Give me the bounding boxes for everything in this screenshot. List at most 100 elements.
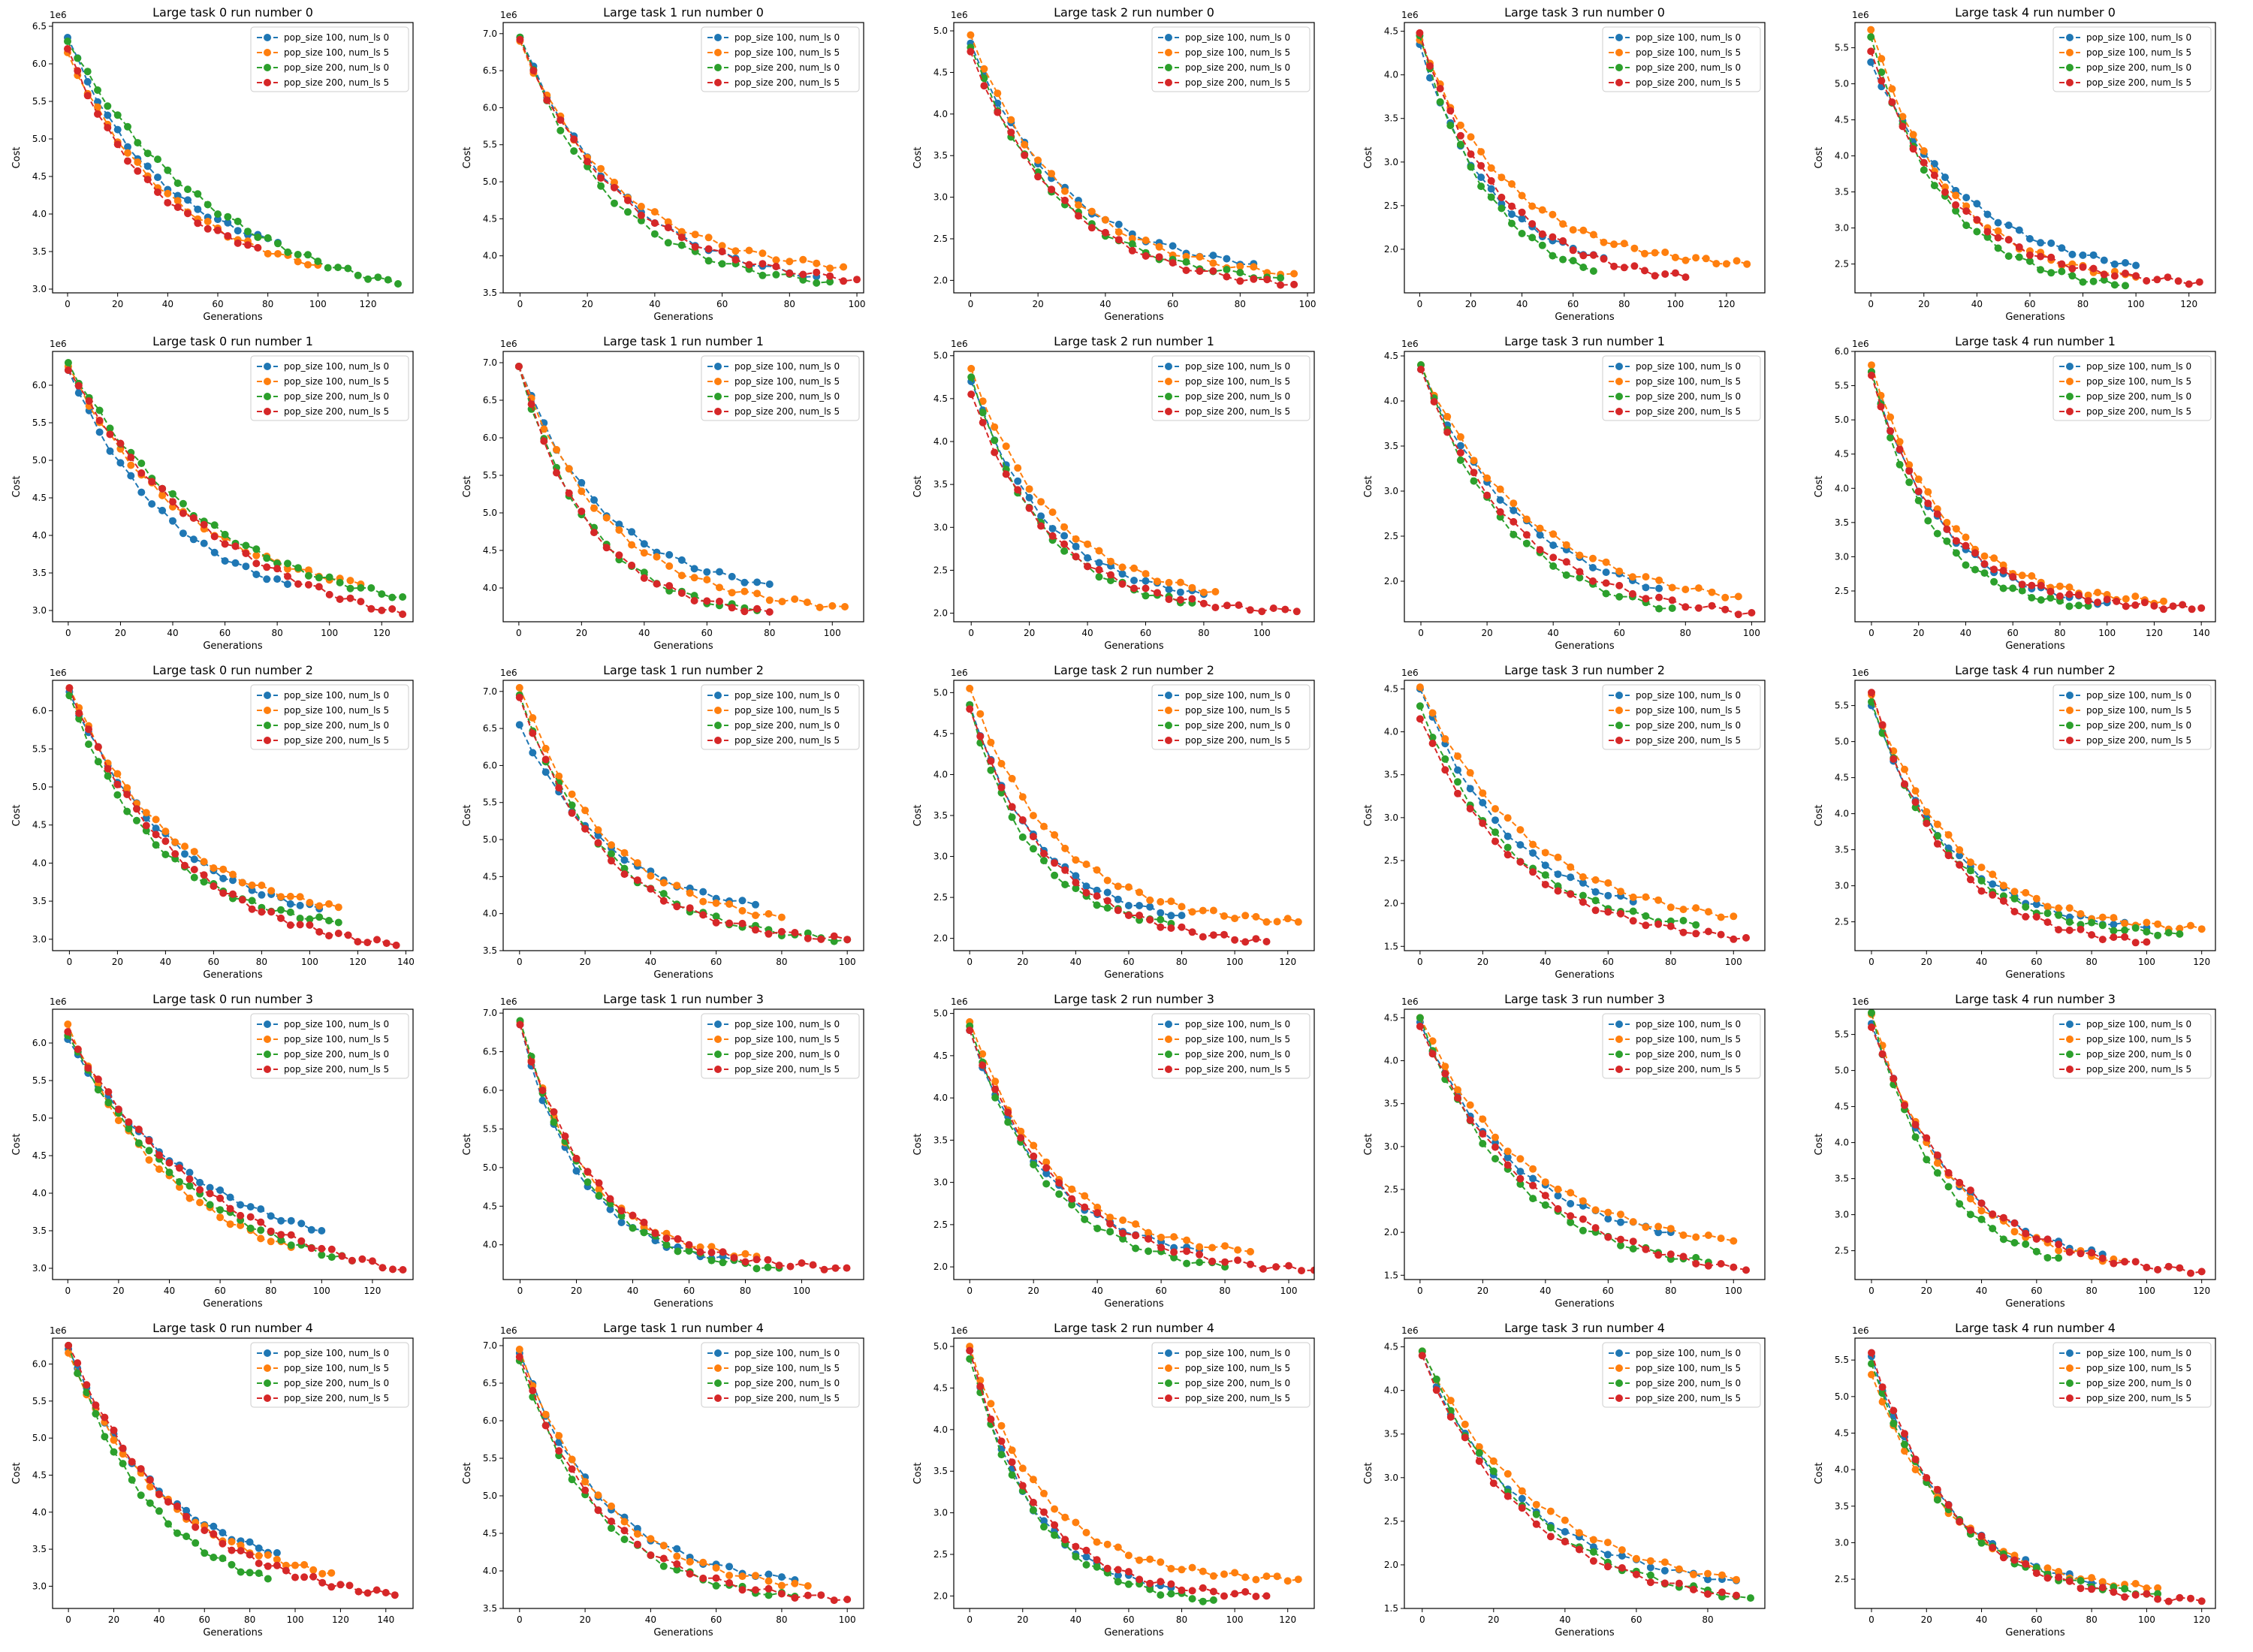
data-point	[2022, 1560, 2030, 1568]
data-point	[1072, 872, 1080, 880]
y-tick-label: 3.0	[1384, 812, 1398, 823]
x-tick-label: 40	[1976, 1286, 1987, 1296]
data-point	[145, 1156, 153, 1164]
y-tick-label: 2.0	[933, 608, 948, 619]
series-line	[969, 1350, 1172, 1589]
data-point	[1615, 567, 1624, 575]
y-tick-label: 4.5	[32, 1150, 47, 1161]
data-point	[1132, 1220, 1140, 1228]
data-point	[1170, 1253, 1178, 1262]
data-point	[1666, 1225, 1675, 1233]
data-point	[1536, 524, 1544, 532]
data-point	[1549, 252, 1557, 260]
data-point	[991, 1078, 1000, 1086]
legend-label: pop_size 200, num_ls 5	[284, 1393, 389, 1403]
y-tick-label: 2.0	[1384, 1227, 1398, 1237]
y-tick-label: 6.0	[1835, 346, 1849, 357]
data-point	[2046, 587, 2055, 595]
legend-label: pop_size 200, num_ls 5	[2086, 77, 2191, 88]
x-axis-label: Generations	[1555, 1627, 1615, 1638]
data-point	[2121, 926, 2129, 934]
data-point	[210, 1522, 218, 1530]
data-point	[1157, 1233, 1166, 1241]
data-point	[752, 1586, 759, 1594]
data-point	[1182, 252, 1190, 261]
subplot-title: Large task 4 run number 4	[1955, 1321, 2116, 1335]
data-point	[1262, 1572, 1271, 1581]
data-point	[1170, 1233, 1178, 1241]
data-point	[2004, 222, 2013, 229]
legend-label: pop_size 100, num_ls 5	[284, 47, 389, 58]
data-point	[777, 927, 786, 936]
data-point	[976, 732, 985, 740]
data-point	[1432, 1375, 1440, 1383]
data-point	[752, 926, 759, 934]
data-point	[1867, 33, 1875, 41]
data-point	[979, 418, 987, 427]
data-point	[753, 604, 762, 613]
x-tick-label: 120	[360, 299, 377, 309]
x-tick-label: 40	[153, 1614, 164, 1625]
data-point	[1128, 234, 1136, 243]
data-point	[786, 1262, 795, 1271]
data-point	[1130, 577, 1138, 584]
data-point	[527, 1052, 535, 1060]
data-point	[221, 557, 229, 565]
series-line	[67, 369, 288, 585]
plot-area	[1867, 26, 2203, 290]
plot-area	[967, 364, 1301, 616]
y-tick-label: 4.5	[1835, 1427, 1849, 1438]
legend-swatch-marker	[2066, 1349, 2074, 1357]
data-point	[1093, 892, 1101, 900]
legend-swatch-marker	[2066, 378, 2074, 385]
offset-text: 1e6	[1852, 10, 1869, 20]
legend-swatch-marker	[2066, 49, 2074, 56]
data-point	[1025, 485, 1033, 493]
data-point	[325, 573, 333, 581]
legend-swatch-marker	[714, 1020, 722, 1028]
data-point	[228, 1560, 236, 1569]
data-point	[1176, 578, 1184, 586]
data-point	[2110, 914, 2118, 922]
y-tick-label: 4.0	[1384, 727, 1398, 737]
data-point	[1167, 1565, 1175, 1572]
data-point	[1933, 1169, 1941, 1177]
legend-swatch-marker	[1165, 1379, 1172, 1387]
data-point	[2153, 276, 2161, 284]
data-point	[1576, 551, 1584, 559]
data-point	[597, 174, 605, 182]
legend-swatch-marker	[1615, 737, 1623, 744]
data-point	[1977, 1199, 1986, 1207]
data-point	[1589, 251, 1597, 259]
data-point	[1234, 1256, 1242, 1265]
y-tick-label: 3.5	[1835, 1501, 1849, 1512]
data-point	[1956, 846, 1964, 854]
data-point	[325, 900, 333, 908]
data-point	[210, 521, 219, 529]
x-tick-label: 60	[710, 1614, 722, 1625]
data-point	[85, 740, 92, 749]
data-point	[94, 743, 102, 751]
data-point	[1899, 113, 1907, 121]
x-tick-label: 60	[1630, 1614, 1642, 1625]
x-tick-label: 40	[1070, 957, 1081, 967]
data-point	[95, 417, 104, 424]
subplot: Large task 3 run number 00 20 40 60 80 100 120…	[1363, 5, 1766, 323]
data-point	[809, 1261, 817, 1269]
data-point	[620, 1518, 629, 1526]
data-point	[263, 563, 271, 571]
data-point	[1529, 849, 1537, 857]
data-point	[1704, 927, 1712, 936]
data-point	[629, 1211, 637, 1219]
data-point	[1923, 1156, 1931, 1164]
data-point	[2084, 597, 2092, 605]
data-point	[1231, 936, 1239, 944]
legend-swatch-marker	[1165, 49, 1172, 56]
data-point	[979, 1061, 987, 1069]
data-point	[189, 535, 198, 544]
data-point	[1692, 1233, 1700, 1241]
legend-swatch-marker	[714, 1364, 722, 1372]
data-point	[286, 900, 294, 908]
legend-label: pop_size 200, num_ls 5	[734, 406, 840, 417]
